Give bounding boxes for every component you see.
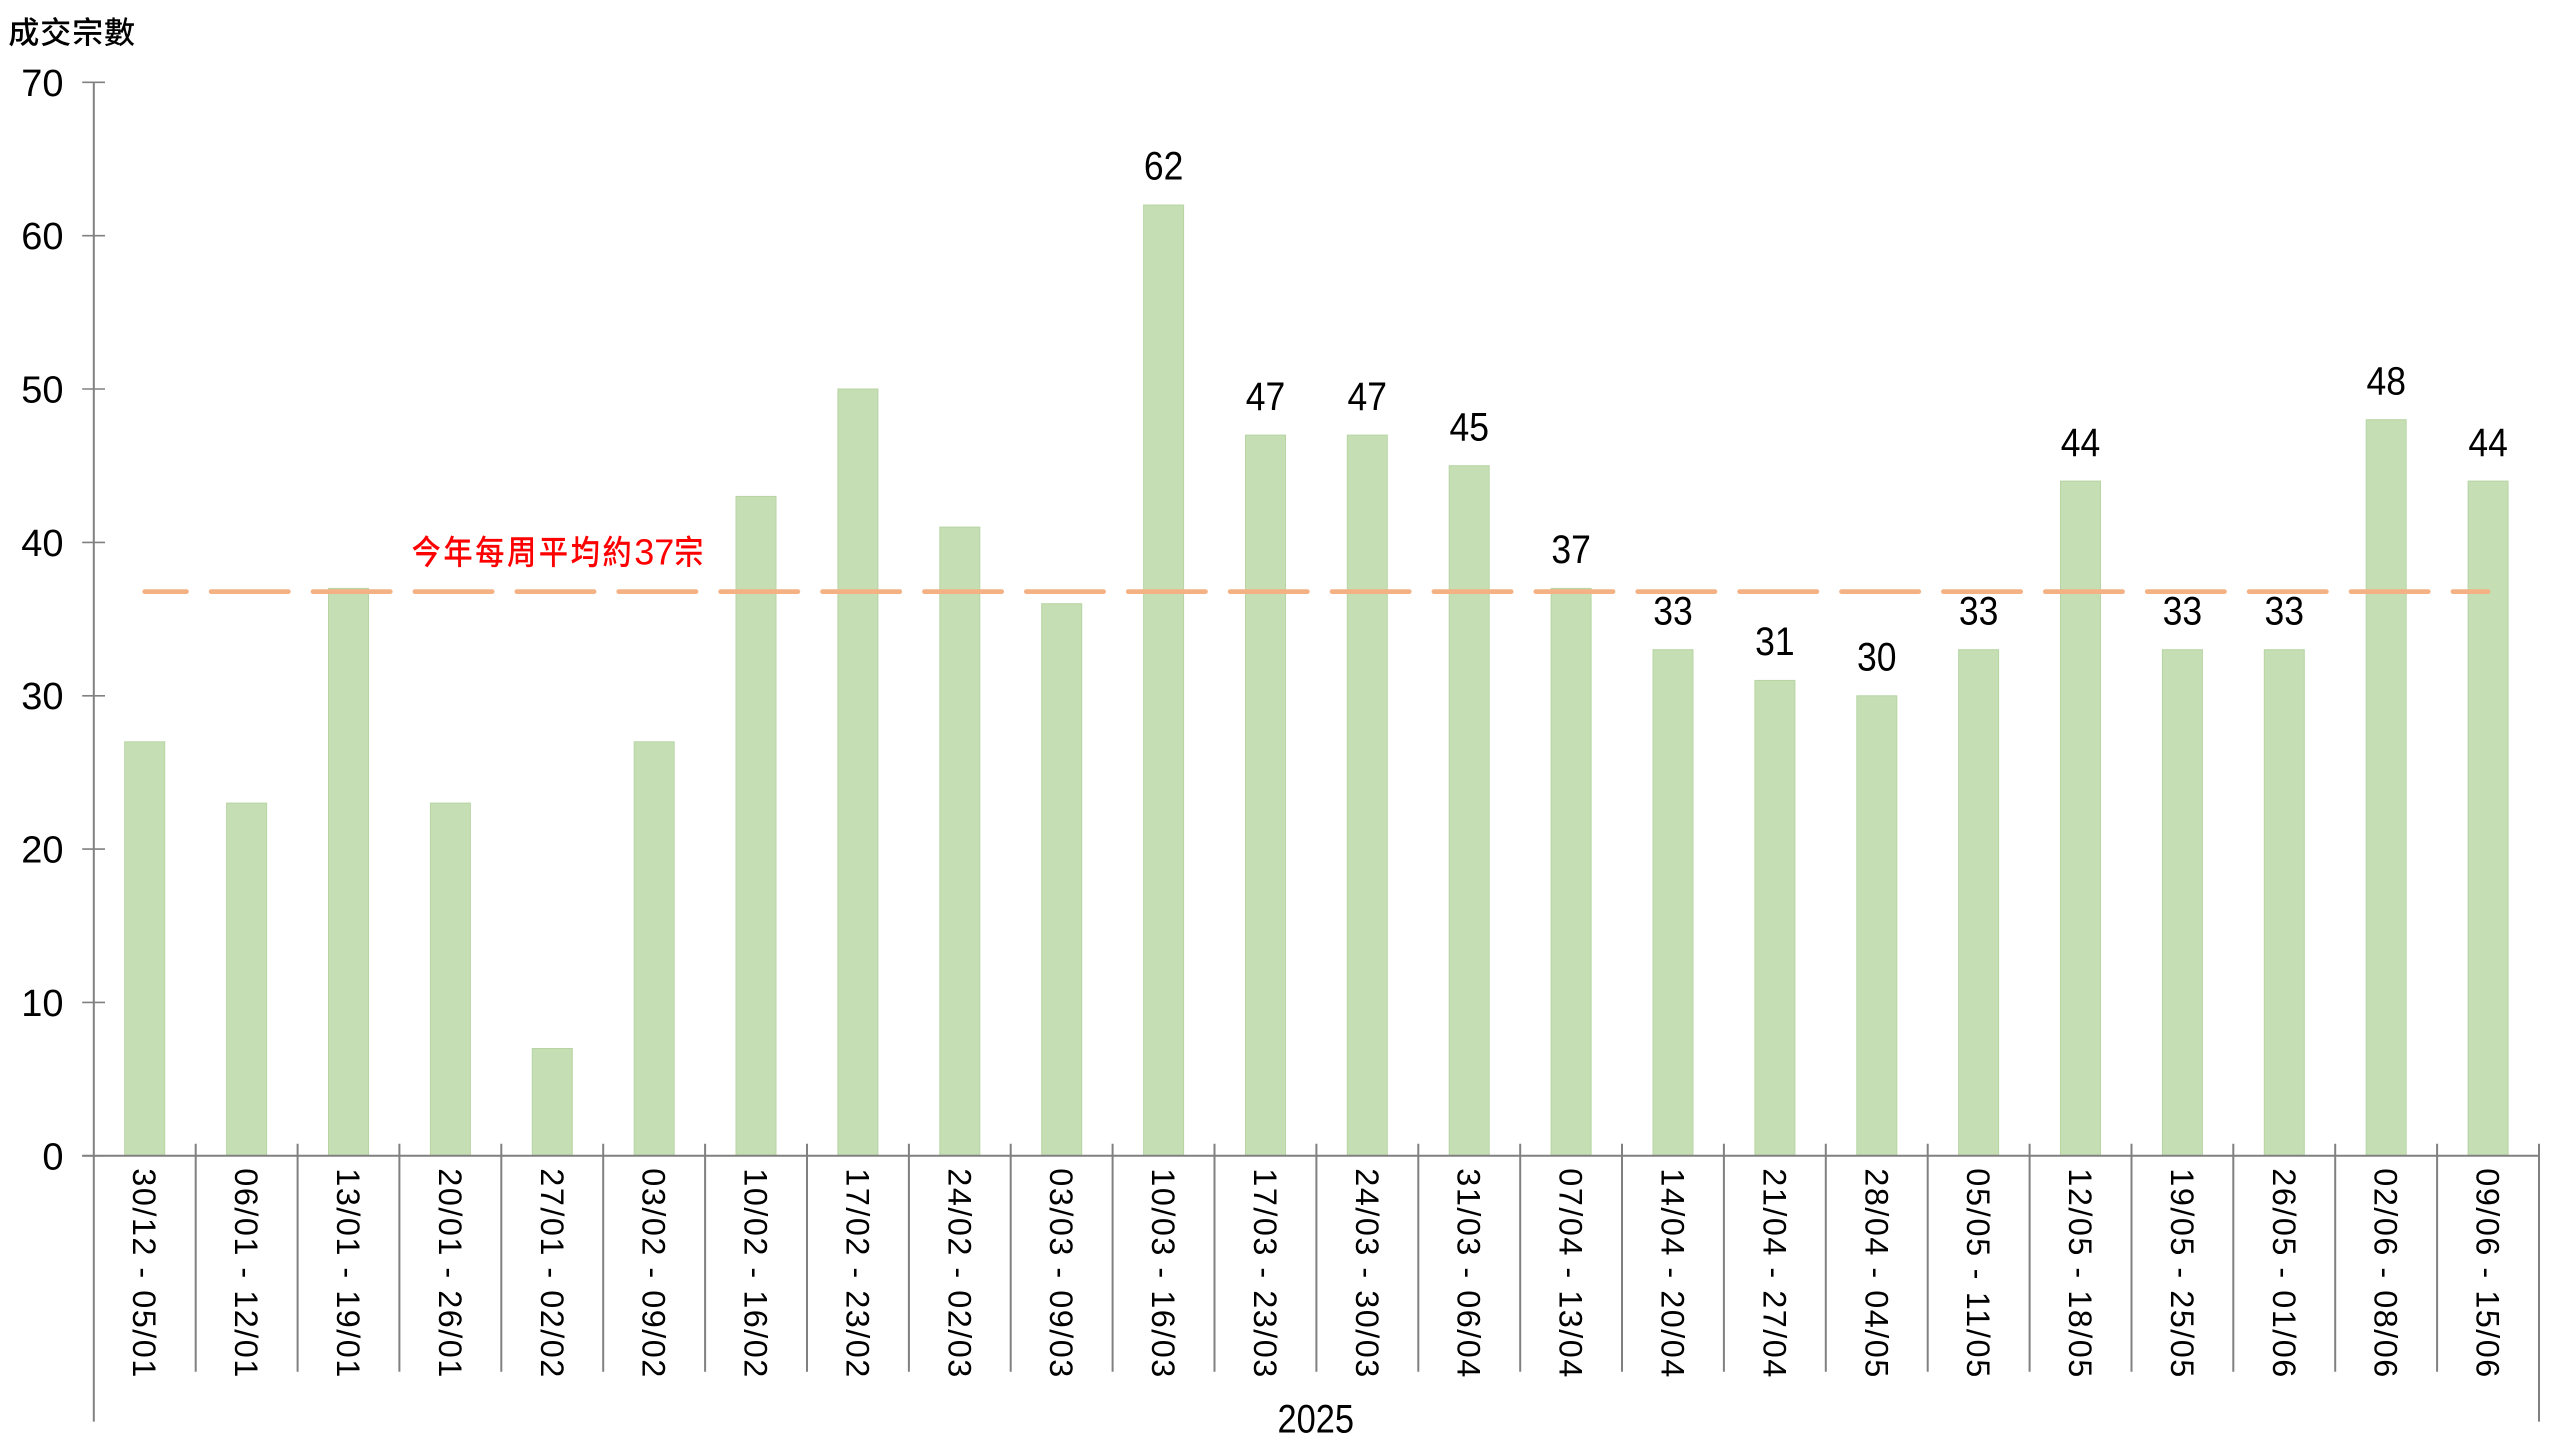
- svg-text:28/04 - 04/05: 28/04 - 04/05: [1858, 1168, 1894, 1377]
- svg-text:10/03 - 16/03: 10/03 - 16/03: [1145, 1168, 1181, 1377]
- svg-text:13/01 - 19/01: 13/01 - 19/01: [330, 1168, 366, 1377]
- svg-text:17/03 - 23/03: 17/03 - 23/03: [1247, 1168, 1283, 1377]
- svg-text:33: 33: [2163, 589, 2203, 633]
- svg-text:20: 20: [21, 830, 63, 872]
- svg-text:20/01 - 26/01: 20/01 - 26/01: [432, 1168, 468, 1377]
- svg-text:24/02 - 02/03: 24/02 - 02/03: [941, 1168, 977, 1377]
- svg-text:31: 31: [1755, 620, 1795, 664]
- svg-text:44: 44: [2468, 421, 2508, 465]
- svg-text:03/03 - 09/03: 03/03 - 09/03: [1043, 1168, 1079, 1377]
- svg-text:26/05 - 01/06: 26/05 - 01/06: [2266, 1168, 2302, 1377]
- svg-text:44: 44: [2061, 421, 2101, 465]
- svg-text:33: 33: [1959, 589, 1999, 633]
- svg-text:17/02 - 23/02: 17/02 - 23/02: [839, 1168, 875, 1377]
- svg-text:45: 45: [1449, 405, 1489, 449]
- svg-text:06/01 - 12/01: 06/01 - 12/01: [228, 1168, 264, 1377]
- svg-text:33: 33: [2265, 589, 2305, 633]
- svg-text:60: 60: [21, 216, 63, 258]
- svg-text:02/06 - 08/06: 02/06 - 08/06: [2368, 1168, 2404, 1377]
- svg-text:10: 10: [21, 983, 63, 1025]
- svg-text:12/05 - 18/05: 12/05 - 18/05: [2062, 1168, 2098, 1377]
- svg-text:14/04 - 20/04: 14/04 - 20/04: [1655, 1168, 1691, 1377]
- svg-text:37: 37: [1551, 528, 1591, 572]
- svg-text:10/02 - 16/02: 10/02 - 16/02: [738, 1168, 774, 1377]
- svg-text:24/03 - 30/03: 24/03 - 30/03: [1349, 1168, 1385, 1377]
- svg-text:19/05 - 25/05: 19/05 - 25/05: [2164, 1168, 2200, 1377]
- svg-text:30/12 - 05/01: 30/12 - 05/01: [126, 1168, 162, 1377]
- svg-text:50: 50: [21, 370, 63, 412]
- svg-text:27/01 - 02/02: 27/01 - 02/02: [534, 1168, 570, 1377]
- svg-text:31/03 - 06/04: 31/03 - 06/04: [1451, 1168, 1487, 1377]
- svg-text:07/04 - 13/04: 07/04 - 13/04: [1553, 1168, 1589, 1377]
- svg-text:09/06 - 15/06: 09/06 - 15/06: [2470, 1168, 2506, 1377]
- svg-text:37: 37: [634, 531, 674, 572]
- svg-text:03/02 - 09/02: 03/02 - 09/02: [636, 1168, 672, 1377]
- svg-text:40: 40: [21, 523, 63, 565]
- svg-text:30: 30: [21, 676, 63, 718]
- svg-text:0: 0: [42, 1136, 63, 1178]
- svg-text:47: 47: [1246, 375, 1286, 419]
- svg-text:47: 47: [1348, 375, 1388, 419]
- svg-text:30: 30: [1857, 636, 1897, 680]
- svg-text:2025: 2025: [1278, 1397, 1355, 1440]
- svg-text:05/05 - 11/05: 05/05 - 11/05: [1960, 1168, 1996, 1377]
- svg-text:33: 33: [1653, 589, 1693, 633]
- svg-text:21/04 - 27/04: 21/04 - 27/04: [1756, 1168, 1792, 1377]
- svg-text:70: 70: [21, 63, 63, 105]
- svg-text:48: 48: [2366, 359, 2406, 403]
- svg-text:62: 62: [1144, 145, 1184, 189]
